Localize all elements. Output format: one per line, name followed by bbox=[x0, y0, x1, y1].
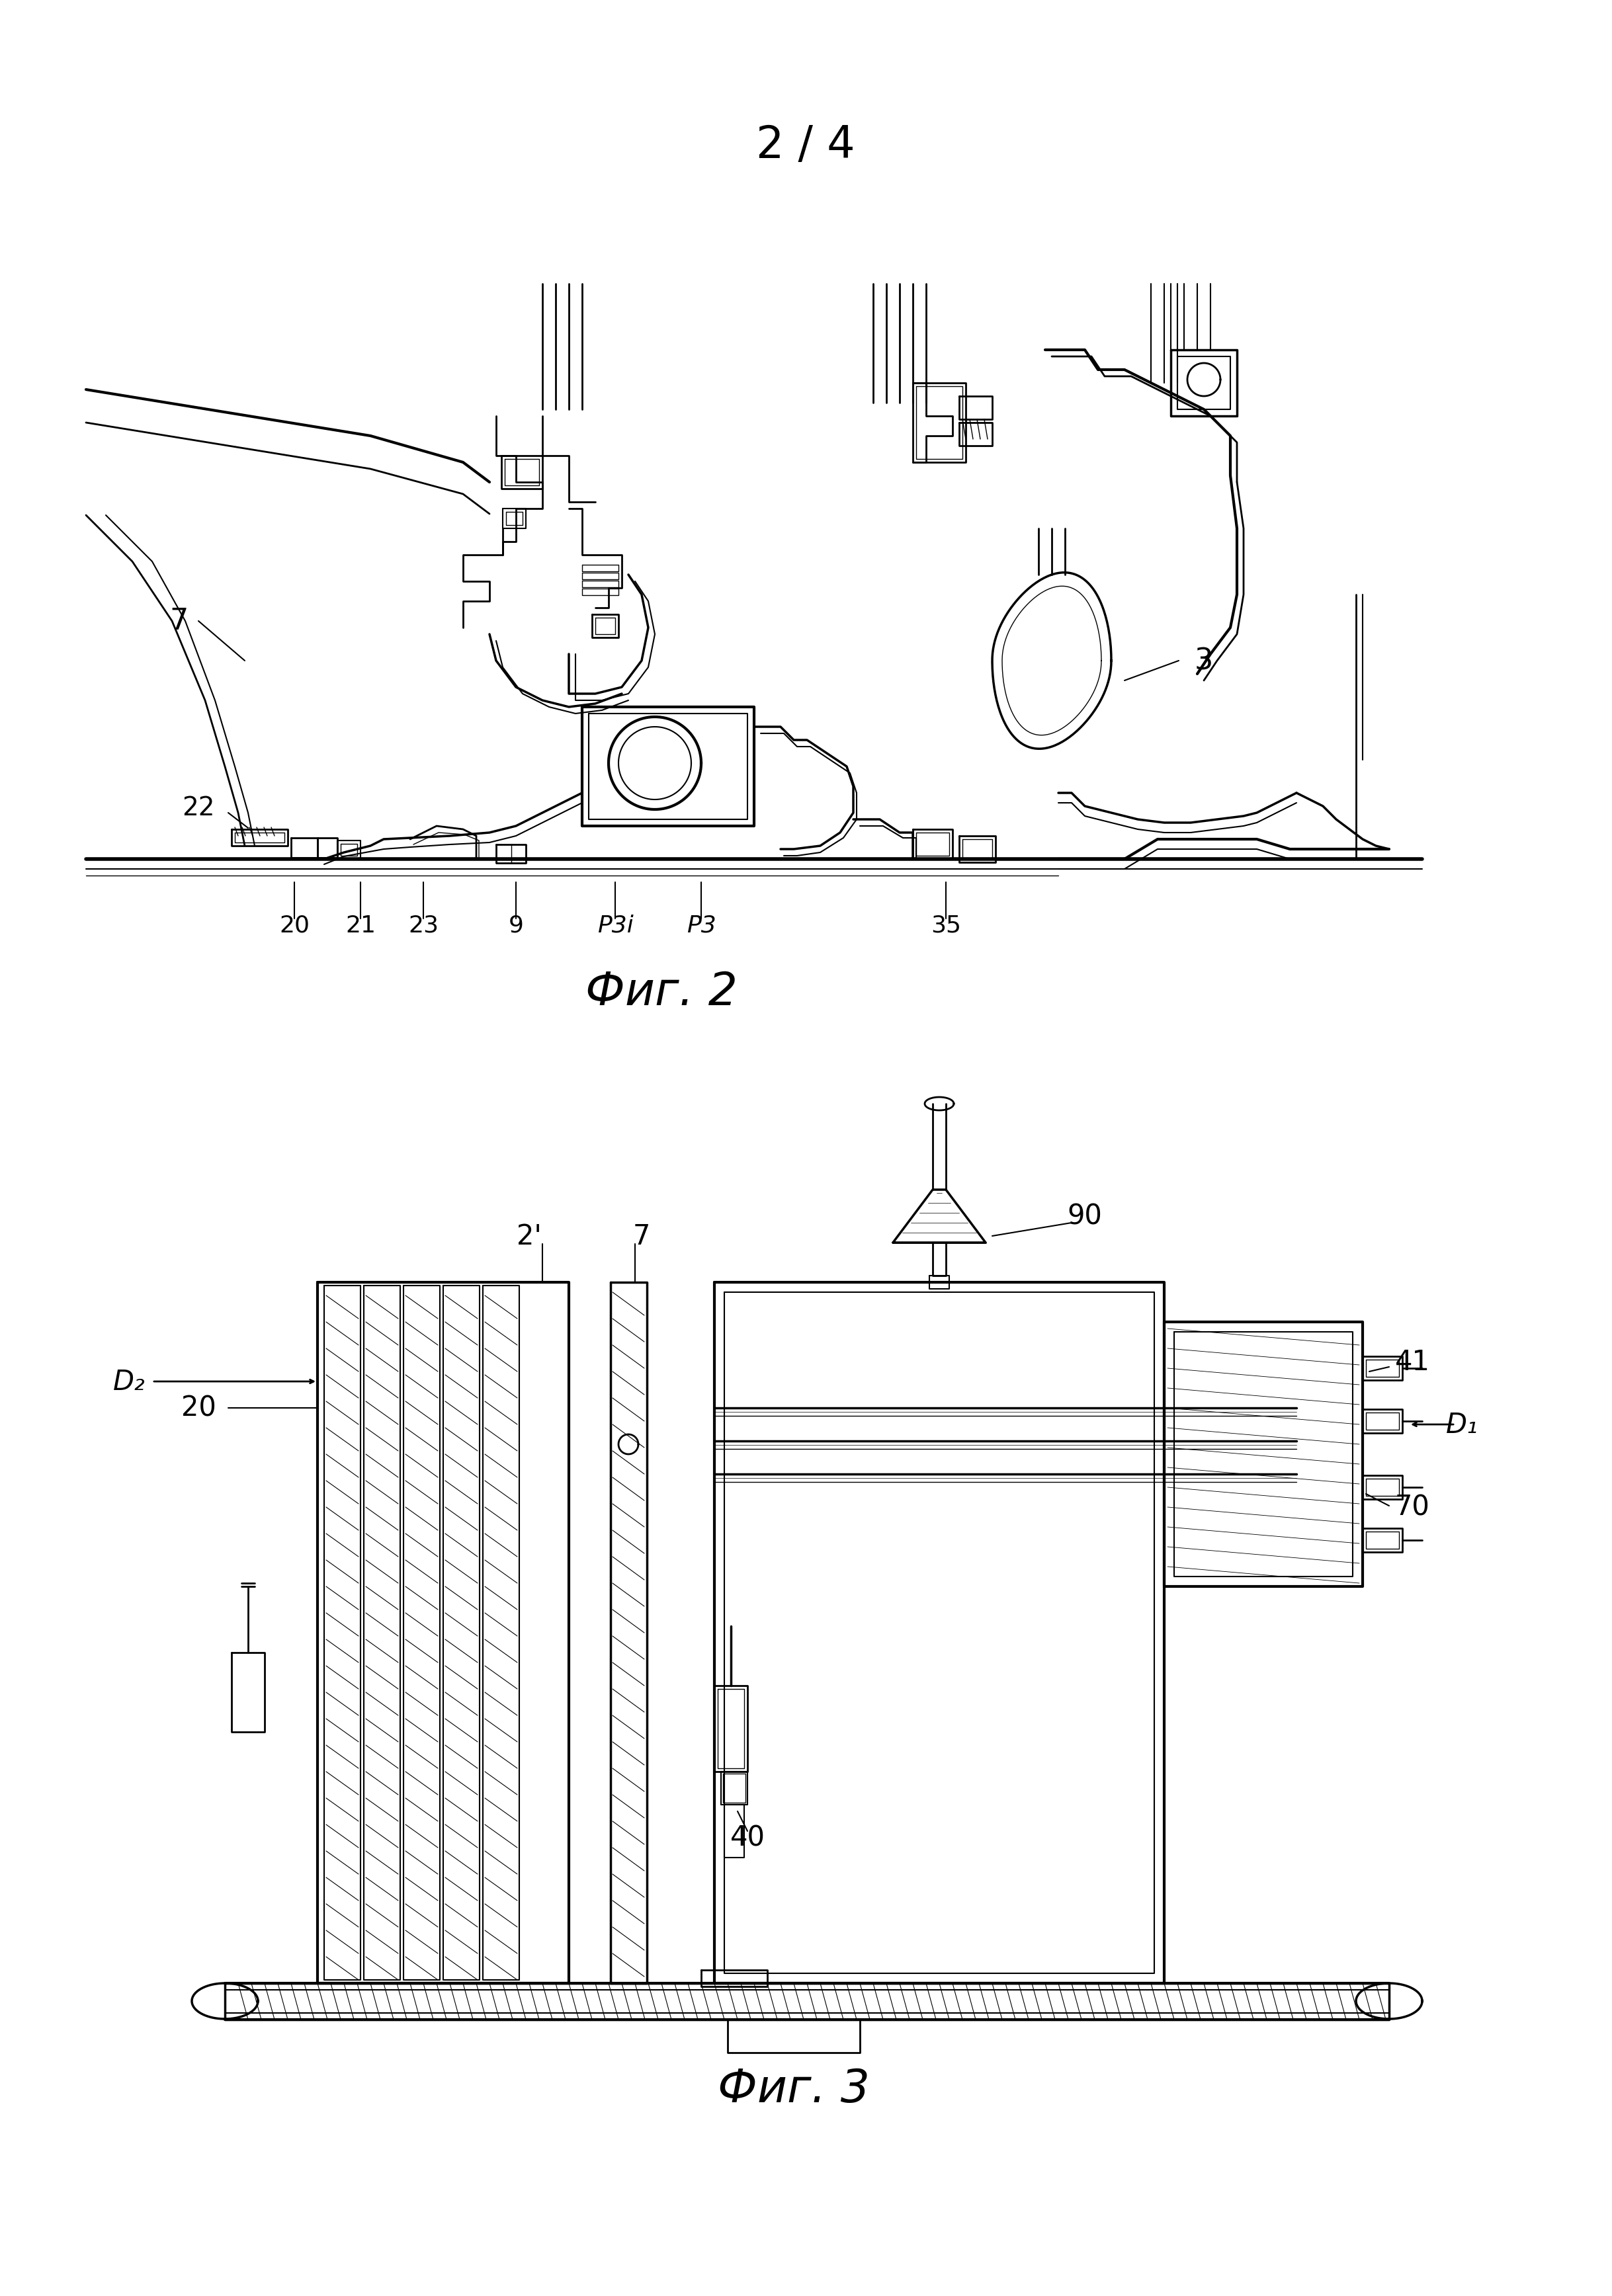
Text: P3i: P3i bbox=[596, 914, 634, 937]
Text: 2 / 4: 2 / 4 bbox=[756, 124, 854, 168]
Text: Фиг. 2: Фиг. 2 bbox=[585, 969, 738, 1015]
Text: 22: 22 bbox=[182, 794, 214, 820]
Text: 21: 21 bbox=[345, 914, 376, 937]
Text: 40: 40 bbox=[730, 1823, 766, 1853]
Text: 7: 7 bbox=[634, 1221, 650, 1249]
Text: 35: 35 bbox=[930, 914, 961, 937]
Text: 41: 41 bbox=[1394, 1348, 1430, 1375]
Text: 20: 20 bbox=[279, 914, 310, 937]
Text: 70: 70 bbox=[1394, 1492, 1430, 1522]
Text: P3: P3 bbox=[687, 914, 716, 937]
Text: 7: 7 bbox=[169, 606, 189, 636]
Text: D₁: D₁ bbox=[1446, 1410, 1478, 1440]
Text: 3: 3 bbox=[1194, 647, 1214, 675]
Text: 90: 90 bbox=[1067, 1203, 1103, 1231]
Text: 9: 9 bbox=[508, 914, 524, 937]
Polygon shape bbox=[619, 1435, 638, 1453]
Text: 23: 23 bbox=[408, 914, 438, 937]
Text: D₂: D₂ bbox=[113, 1368, 145, 1396]
Text: Фиг. 3: Фиг. 3 bbox=[717, 2066, 870, 2112]
Text: 20: 20 bbox=[181, 1394, 216, 1421]
Text: 2': 2' bbox=[517, 1221, 542, 1249]
